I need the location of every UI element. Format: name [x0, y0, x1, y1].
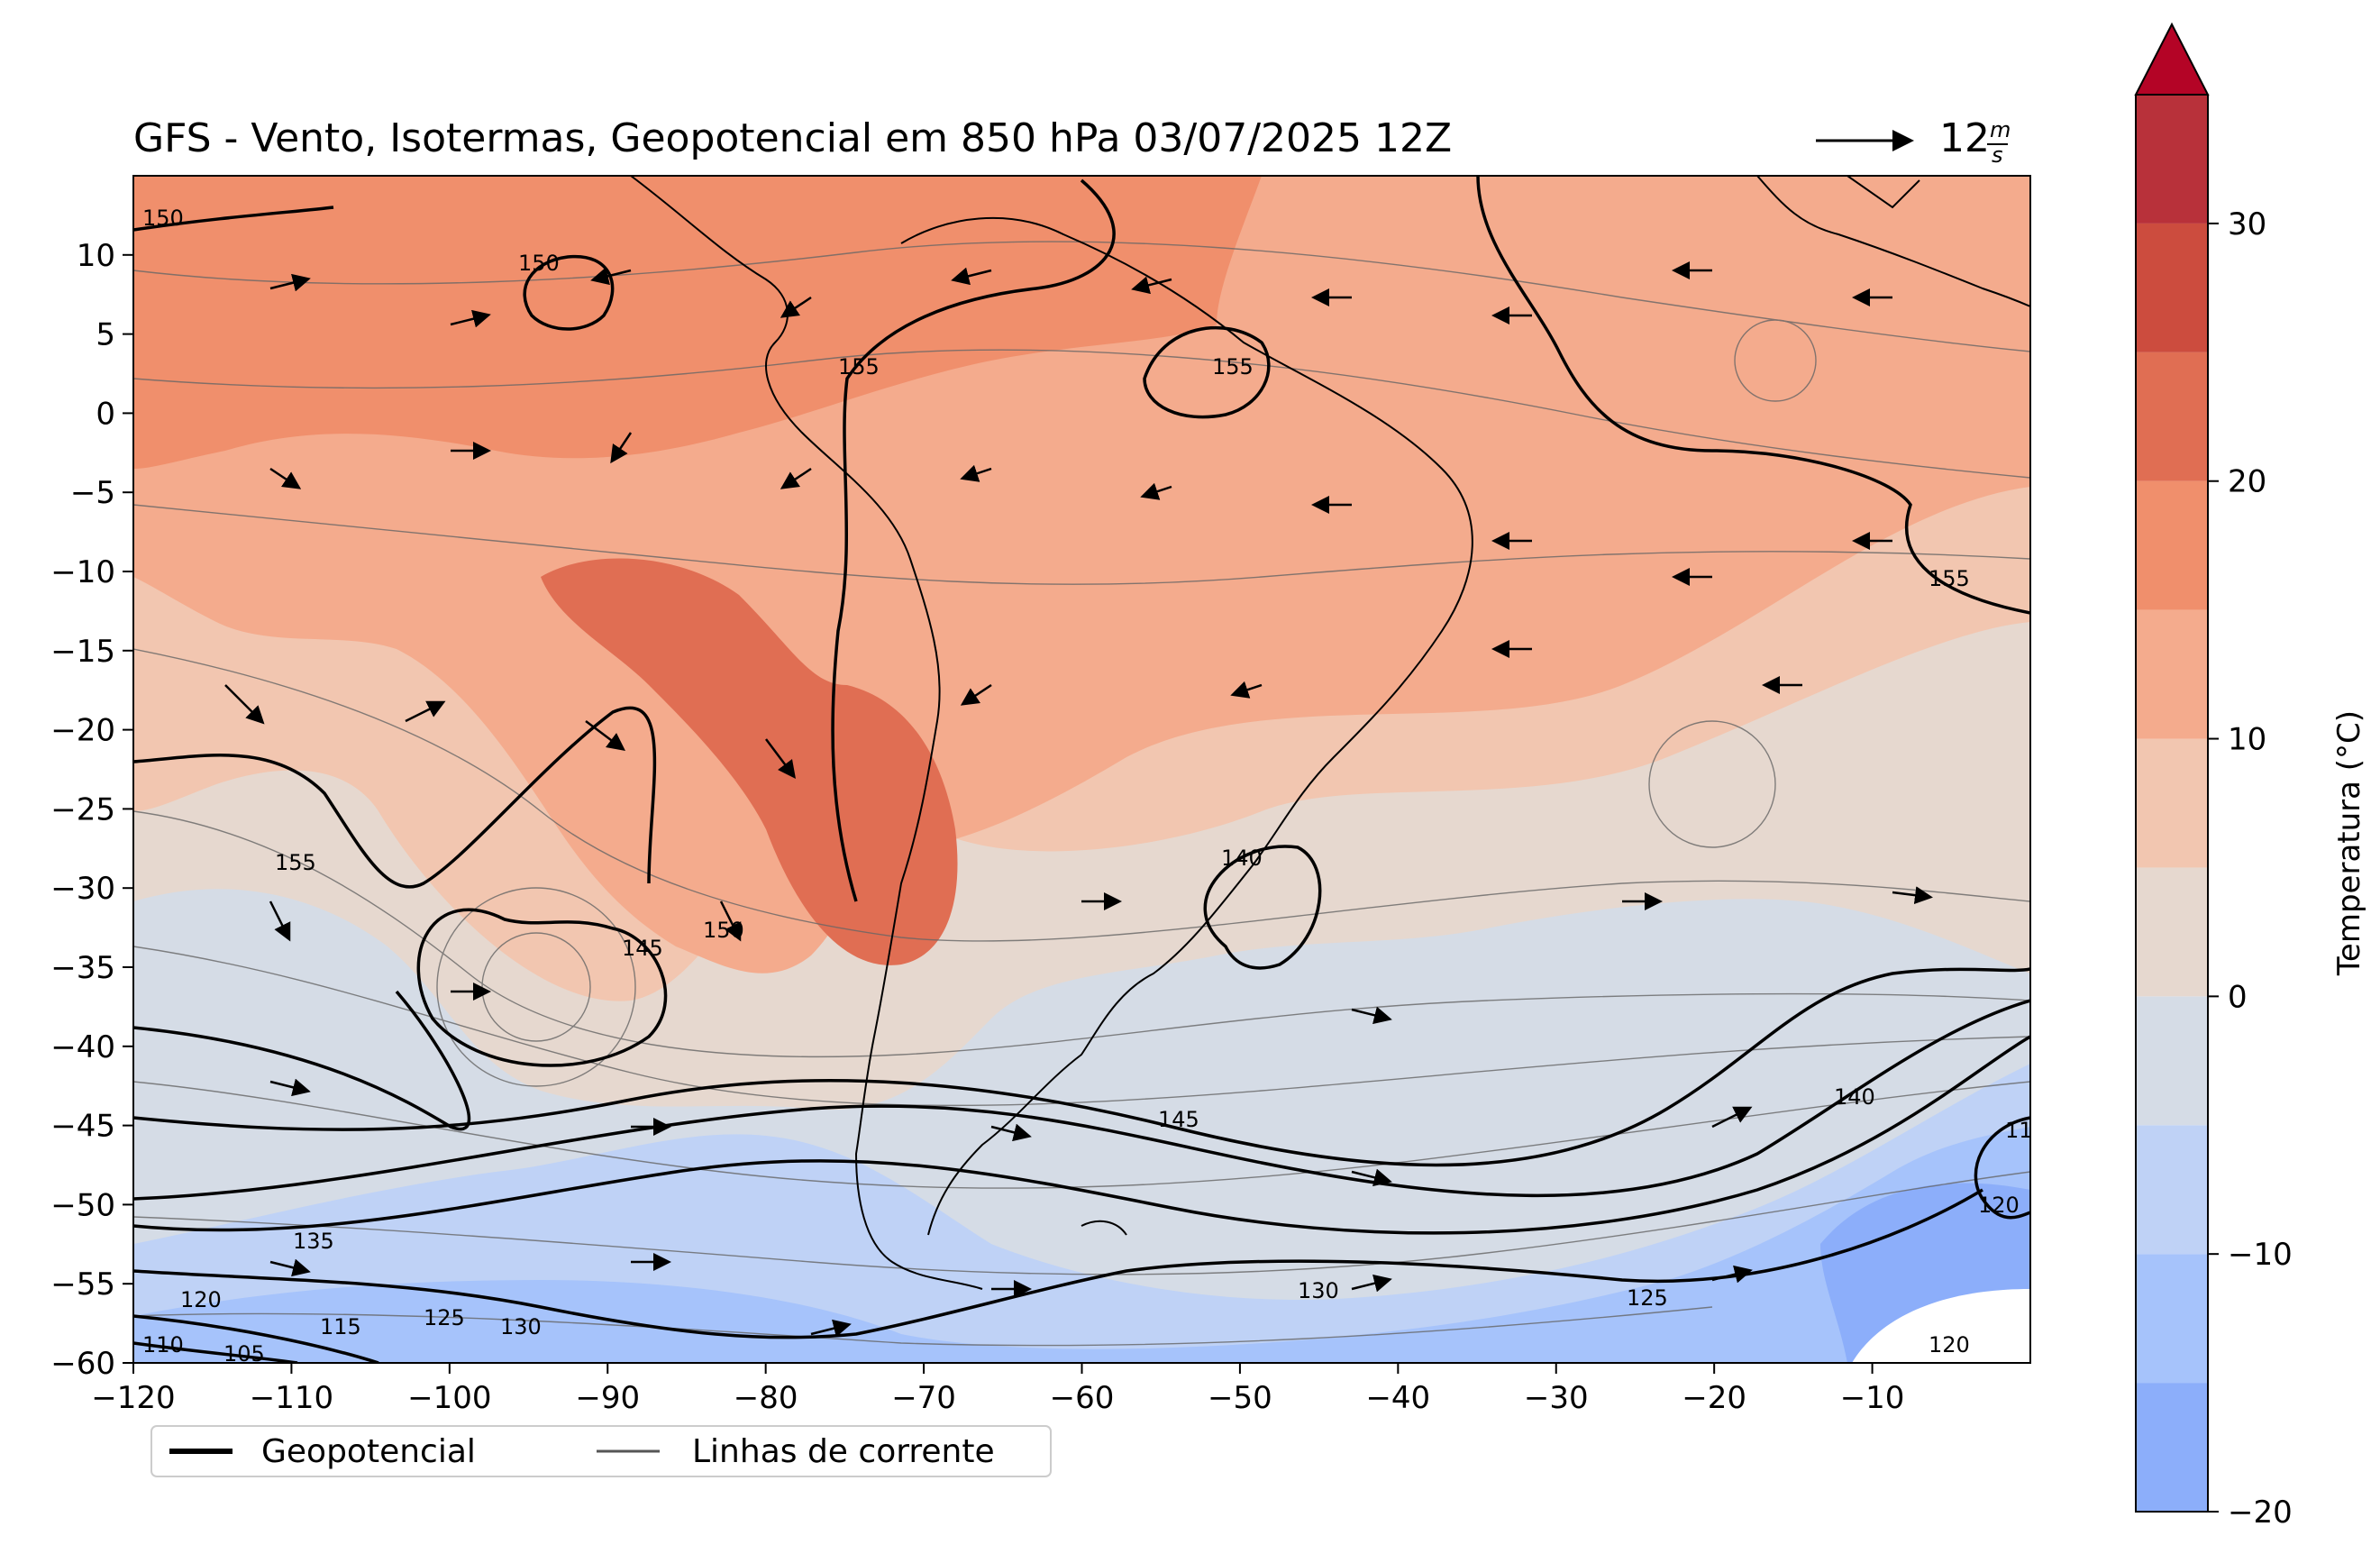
svg-text:120: 120 [180, 1287, 222, 1312]
svg-text:155: 155 [1212, 354, 1254, 379]
y-tick-label: −35 [50, 950, 115, 986]
y-tick-label: −20 [50, 713, 115, 749]
legend-streamlines-label: Linhas de corrente [692, 1433, 995, 1470]
x-tick-label: −100 [407, 1380, 491, 1416]
y-tick-label: −55 [50, 1266, 115, 1303]
temperature-field [133, 176, 2030, 1363]
svg-text:110: 110 [2005, 1118, 2047, 1143]
x-tick-label: −10 [1840, 1380, 1905, 1416]
x-tick-label: −120 [91, 1380, 175, 1416]
y-tick-label: −50 [50, 1187, 115, 1223]
svg-text:115: 115 [320, 1314, 361, 1339]
svg-text:135: 135 [293, 1229, 334, 1254]
x-tick-label: −40 [1365, 1380, 1430, 1416]
colorbar-label: Temperatura (°C) [2331, 710, 2367, 976]
svg-text:150: 150 [703, 918, 744, 943]
y-tick-label: −25 [50, 791, 115, 827]
legend: Geopotencial Linhas de corrente [150, 1425, 1052, 1477]
y-tick-label: −40 [50, 1029, 115, 1065]
colorbar-tick-label: 20 [2228, 464, 2266, 500]
colorbar-band [2136, 996, 2208, 1126]
svg-text:105: 105 [223, 1341, 265, 1367]
svg-text:140: 140 [1221, 846, 1263, 871]
svg-text:155: 155 [1929, 566, 1970, 591]
colorbar-tick-label: −20 [2228, 1495, 2293, 1531]
x-tick-label: −90 [575, 1380, 640, 1416]
y-tick-label: 0 [96, 396, 115, 432]
x-tick-label: −70 [891, 1380, 956, 1416]
contour-labels: 150 150 155 155 155 155 150 145 140 145 … [142, 206, 2047, 1367]
y-tick-label: −15 [50, 634, 115, 670]
colorbar-tick-label: 0 [2228, 979, 2248, 1015]
quiver-key-unit-num: m [1990, 117, 2011, 142]
y-tick-label: −45 [50, 1109, 115, 1145]
colorbar-band [2136, 223, 2208, 352]
svg-text:140: 140 [1834, 1084, 1875, 1110]
svg-text:155: 155 [838, 354, 880, 379]
y-tick-label: −30 [50, 871, 115, 907]
svg-text:125: 125 [424, 1305, 465, 1330]
map-panel: 150 150 155 155 155 155 150 145 140 145 … [133, 176, 2047, 1367]
y-tick-label: −5 [70, 475, 115, 511]
x-tick-label: −110 [250, 1380, 333, 1416]
svg-text:145: 145 [1158, 1107, 1199, 1132]
svg-text:110: 110 [142, 1332, 184, 1357]
colorbar-band [2136, 1254, 2208, 1384]
colorbar: 30 20 10 0 −10 −20 [2134, 22, 2293, 1531]
svg-text:120: 120 [1978, 1193, 2020, 1218]
map-title: GFS - Vento, Isotermas, Geopotencial em … [133, 115, 1452, 161]
colorbar-tick-label: −10 [2228, 1237, 2293, 1273]
svg-text:120: 120 [1929, 1332, 1970, 1357]
y-tick-label: −60 [50, 1346, 115, 1382]
svg-text:150: 150 [518, 251, 560, 276]
colorbar-band [2136, 1125, 2208, 1255]
svg-text:130: 130 [500, 1314, 542, 1339]
x-tick-label: −80 [734, 1380, 798, 1416]
colorbar-frame [2135, 95, 2209, 1513]
x-tick-label: −60 [1050, 1380, 1115, 1416]
colorbar-band [2136, 609, 2208, 739]
colorbar-tick-label: 10 [2228, 722, 2266, 758]
y-tick-label: 5 [96, 317, 115, 353]
x-tick-label: −20 [1682, 1380, 1746, 1416]
svg-text:155: 155 [275, 850, 316, 875]
colorbar-band [2136, 867, 2208, 997]
x-tick-label: −30 [1524, 1380, 1589, 1416]
quiver-key-value: 12 [1939, 115, 1990, 161]
quiver-key-unit-den: s [1992, 142, 2003, 168]
y-axis-ticks: 10 5 0 −5 −10 −15 −20 −25 −30 −35 −40 −45 −50 −55 −60 [50, 238, 133, 1382]
colorbar-band [2136, 480, 2208, 610]
y-tick-label: −10 [50, 554, 115, 590]
y-tick-label: 10 [77, 238, 115, 274]
geopotential-contours [133, 176, 2030, 1363]
legend-geopotential-label: Geopotencial [261, 1433, 476, 1470]
coastlines [630, 176, 2030, 1290]
x-tick-label: −50 [1208, 1380, 1272, 1416]
svg-text:130: 130 [1298, 1278, 1339, 1303]
svg-text:150: 150 [142, 206, 184, 231]
svg-text:125: 125 [1627, 1285, 1668, 1311]
colorbar-tick-label: 30 [2228, 206, 2266, 242]
wind-vectors [224, 261, 1933, 1338]
colorbar-extend-arrow [2134, 22, 2210, 96]
colorbar-band [2136, 1383, 2208, 1512]
quiver-key: 12 m s [1816, 115, 2011, 168]
colorbar-band [2136, 352, 2208, 481]
colorbar-band [2136, 95, 2208, 224]
svg-text:145: 145 [622, 936, 663, 961]
colorbar-band [2136, 738, 2208, 868]
x-axis-ticks: −120 −110 −100 −90 −80 −70 −60 −50 −40 −30 −20 −10 [91, 1363, 1904, 1416]
